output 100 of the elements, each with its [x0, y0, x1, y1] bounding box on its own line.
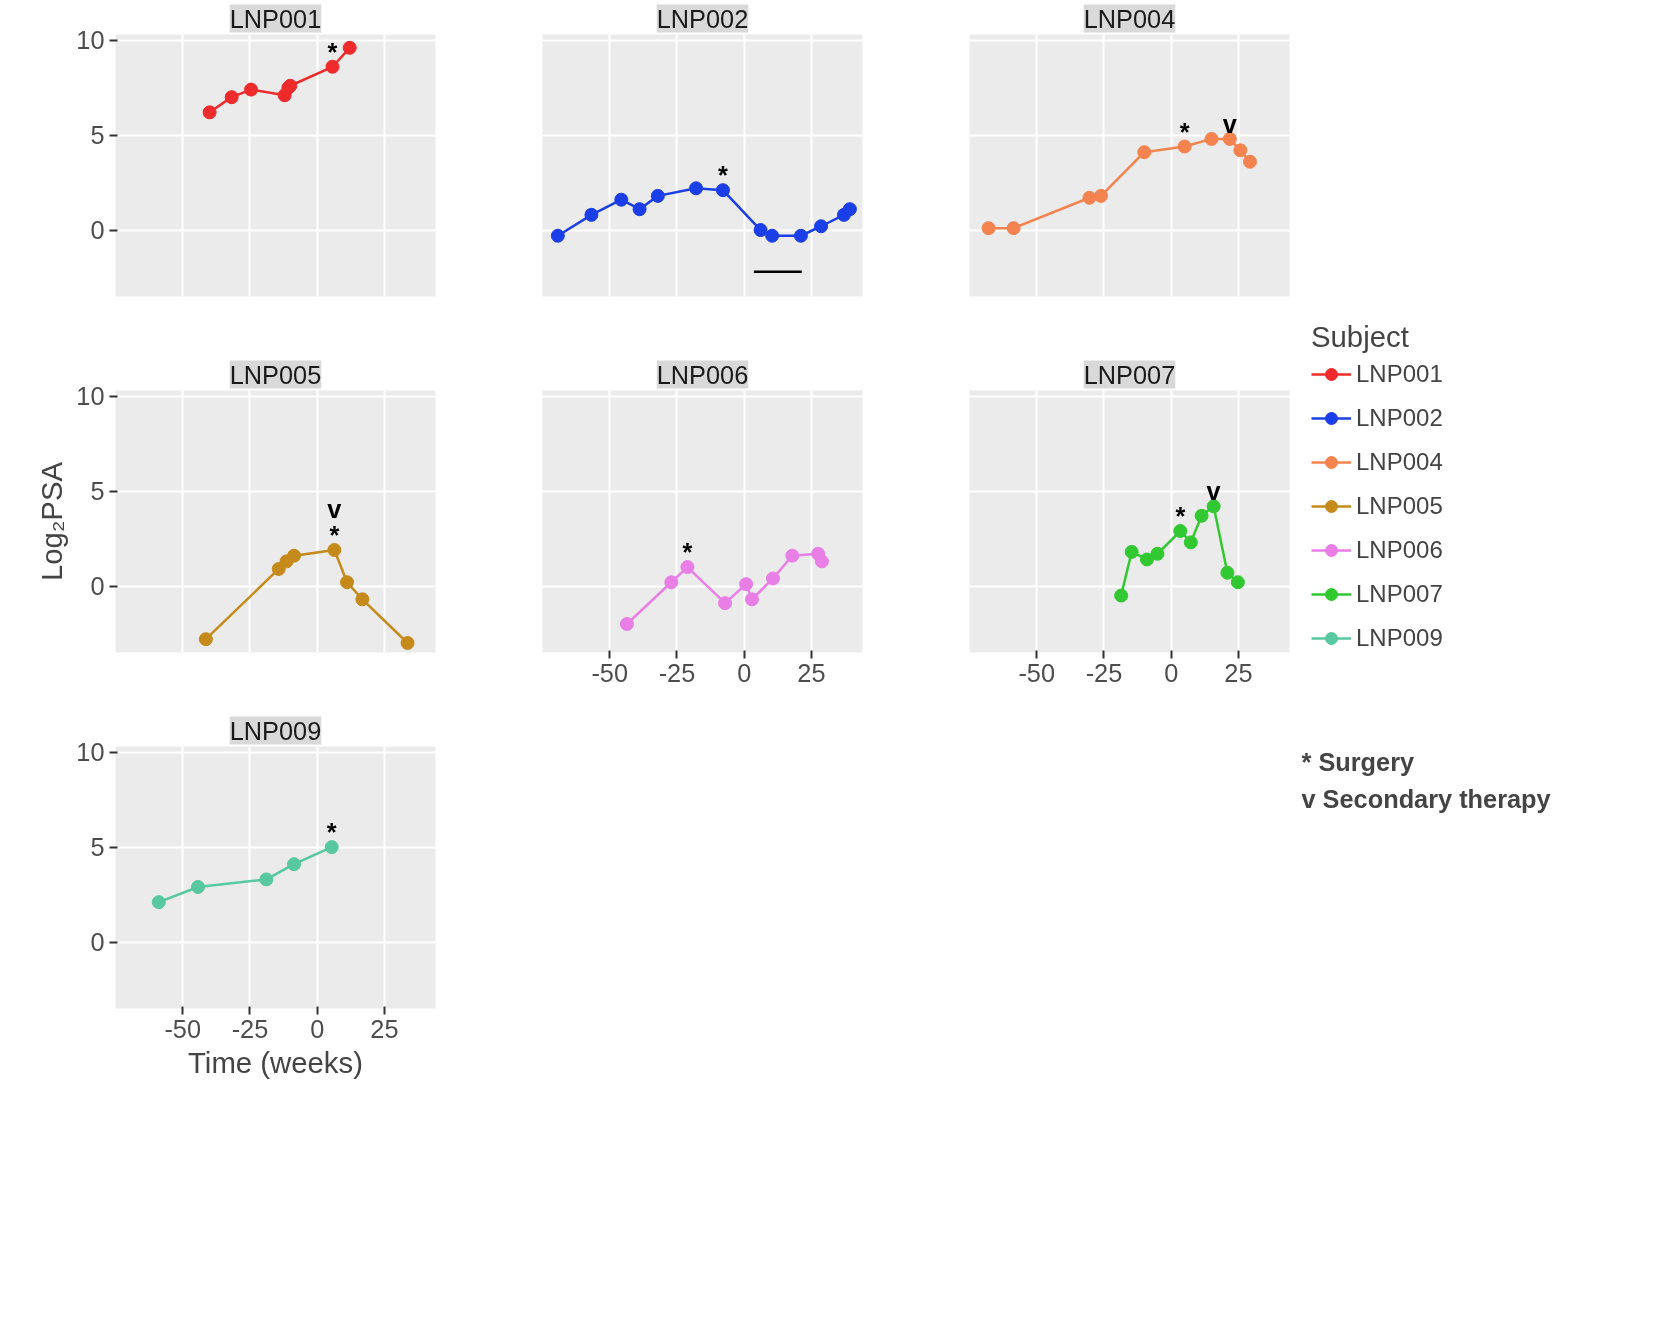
point — [1139, 552, 1154, 567]
point — [342, 40, 357, 55]
y-tick-label: 10 — [76, 738, 105, 767]
y-tick-label: 0 — [90, 572, 105, 601]
x-tick-label: 25 — [797, 658, 826, 687]
point — [224, 90, 239, 105]
point — [765, 228, 780, 243]
point — [325, 59, 340, 74]
point — [753, 223, 768, 238]
point — [689, 181, 704, 196]
point — [664, 575, 679, 590]
point — [1204, 131, 1219, 146]
annotation: * — [326, 818, 337, 847]
annotation: v — [1222, 109, 1237, 138]
chart-title: LNP007 — [1083, 360, 1176, 389]
point — [632, 202, 647, 217]
annotation: * — [329, 520, 340, 549]
point — [744, 592, 759, 607]
point — [550, 228, 565, 243]
point — [718, 596, 733, 611]
point — [842, 202, 857, 217]
annotation: * — [1175, 501, 1186, 530]
point — [340, 575, 355, 590]
x-tick-label: -50 — [591, 658, 629, 687]
point — [400, 636, 415, 650]
point — [198, 632, 213, 647]
legend-label: LNP004 — [1356, 448, 1443, 476]
point — [1082, 190, 1097, 205]
point — [1006, 221, 1021, 236]
point — [614, 192, 629, 207]
point — [287, 857, 302, 872]
x-tick-label: -50 — [164, 1014, 202, 1043]
point — [981, 221, 996, 236]
annotation: v — [1206, 477, 1221, 506]
chart-title: LNP009 — [229, 716, 322, 745]
x-tick-label: 0 — [1164, 658, 1179, 687]
point — [327, 542, 342, 557]
point — [1194, 508, 1209, 523]
annotation: * — [682, 538, 693, 567]
x-tick-label: -25 — [658, 658, 696, 687]
text: * Surgery — [1301, 747, 1415, 776]
point — [1094, 188, 1108, 203]
y-tick-label: 10 — [76, 382, 105, 411]
point — [715, 183, 730, 198]
annotation: * — [327, 37, 338, 66]
point — [244, 82, 259, 97]
y-tick-label: 0 — [90, 216, 105, 245]
y-axis-title: Log₂PSA — [35, 461, 69, 581]
x-tick-label: 0 — [737, 658, 752, 687]
point — [191, 880, 206, 894]
chart-title: LNP002 — [656, 4, 749, 33]
point — [1124, 544, 1139, 559]
point — [739, 577, 754, 592]
point — [619, 617, 634, 632]
x-tick-label: 0 — [310, 1014, 325, 1043]
annotation: * — [718, 161, 729, 190]
point — [287, 548, 302, 563]
annotation: * — [1179, 117, 1190, 146]
point — [1183, 535, 1198, 550]
point — [1177, 139, 1192, 154]
point — [1230, 575, 1245, 590]
x-tick-label: -25 — [231, 1014, 269, 1043]
legend-label: LNP006 — [1356, 536, 1443, 564]
chart-title: LNP004 — [1083, 4, 1176, 33]
legend-label: LNP002 — [1356, 404, 1443, 432]
point — [814, 219, 829, 234]
point — [355, 592, 370, 607]
point — [785, 548, 800, 563]
y-tick-label: 5 — [90, 477, 105, 506]
point — [584, 207, 599, 222]
chart-title: LNP006 — [656, 360, 749, 389]
chart-title: LNP005 — [229, 360, 322, 389]
y-tick-label: 0 — [90, 928, 105, 957]
legend-label: LNP001 — [1356, 360, 1443, 388]
point — [1233, 143, 1248, 158]
y-tick-label: 5 — [90, 121, 105, 150]
point — [1220, 565, 1235, 580]
point — [680, 560, 695, 575]
point — [1150, 546, 1165, 561]
point — [1173, 524, 1188, 538]
point — [259, 872, 274, 887]
point — [1242, 154, 1257, 169]
point — [1114, 588, 1129, 603]
x-tick-label: 25 — [1224, 658, 1253, 687]
point — [814, 554, 829, 569]
chart-title: LNP001 — [229, 4, 322, 33]
legend-label: LNP005 — [1356, 492, 1443, 520]
legend-label: LNP009 — [1356, 624, 1443, 652]
point — [1206, 499, 1221, 514]
y-tick-label: 10 — [76, 26, 105, 55]
point — [324, 840, 339, 855]
y-tick-label: 5 — [90, 833, 105, 862]
annotation: v — [327, 494, 342, 523]
point — [202, 105, 217, 120]
x-tick-label: 25 — [370, 1014, 399, 1043]
point — [1137, 145, 1152, 160]
legend-label: LNP007 — [1356, 580, 1443, 608]
point — [151, 895, 166, 910]
x-tick-label: -25 — [1085, 658, 1123, 687]
text: v Secondary therapy — [1301, 784, 1551, 813]
